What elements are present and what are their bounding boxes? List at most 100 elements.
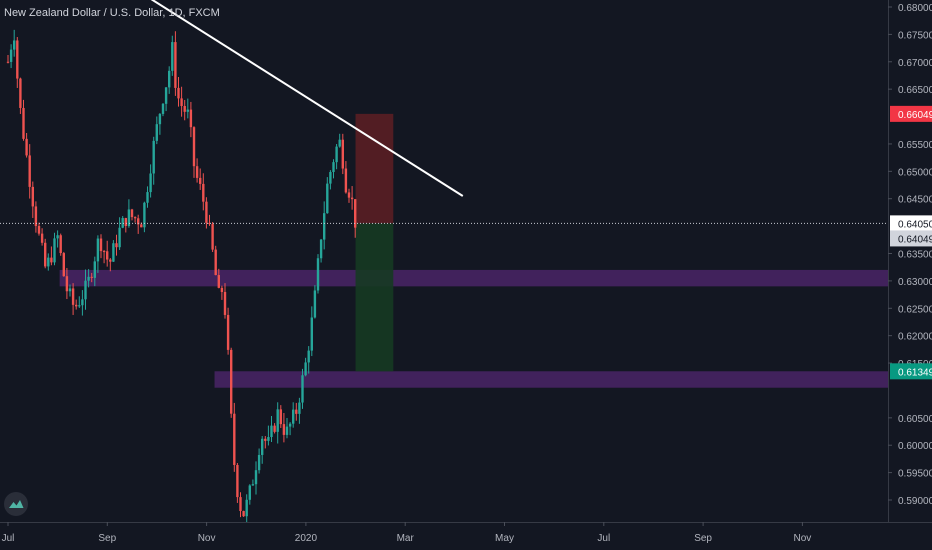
candle-body-65	[208, 222, 211, 225]
x-tick-label-8: Nov	[794, 533, 812, 544]
candle-body-85	[270, 425, 273, 438]
price-tag-label-current: 0.64049	[898, 234, 932, 245]
candle-body-52	[168, 70, 171, 88]
x-tick-label-0: Jul	[2, 533, 15, 544]
candle-body-24	[81, 299, 84, 306]
candle-body-112	[354, 199, 357, 228]
candle-body-21	[71, 288, 75, 305]
candle-body-40	[130, 209, 134, 218]
price-tag-target	[890, 363, 932, 380]
candle-body-23	[78, 305, 81, 307]
candle-body-95	[301, 375, 304, 403]
candle-body-1	[9, 49, 13, 62]
candle-body-45	[146, 192, 149, 203]
candle-body-56	[180, 98, 183, 107]
price-tag-label-stop: 0.66049	[898, 110, 932, 121]
candle-body-0	[6, 61, 10, 63]
candle-body-80	[254, 470, 258, 485]
candle-body-69	[220, 287, 224, 292]
candle-body-26	[87, 276, 90, 281]
candle-body-71	[226, 314, 230, 350]
candle-body-63	[202, 183, 205, 202]
candle-body-15	[53, 238, 56, 263]
candle-body-39	[127, 209, 131, 226]
candle-body-42	[137, 218, 140, 225]
candle-body-88	[279, 409, 282, 425]
candle-body-79	[251, 484, 255, 486]
candle-body-93	[295, 409, 298, 414]
candle-body-59	[189, 109, 193, 128]
candle-body-61	[195, 166, 199, 178]
candle-body-70	[223, 291, 227, 315]
candle-body-31	[102, 251, 106, 253]
candle-body-89	[282, 424, 286, 435]
candle-body-55	[177, 87, 180, 99]
candle-body-54	[174, 42, 177, 88]
candle-body-3	[16, 40, 19, 79]
candle-body-7	[28, 155, 31, 187]
symbol-title: New Zealand Dollar / U.S. Dollar, 1D, FX…	[4, 7, 220, 19]
y-tick-label-14: 0.59500	[898, 469, 932, 480]
tradingview-logo-icon	[4, 492, 28, 516]
y-tick-label-12: 0.60500	[898, 414, 932, 425]
candle-body-13	[47, 257, 50, 267]
take-profit-zone	[355, 223, 394, 372]
candle-body-67	[214, 249, 217, 276]
candle-body-35	[115, 243, 118, 248]
y-tick-label-9: 0.62500	[898, 304, 932, 315]
candle-body-105	[332, 162, 335, 173]
candle-body-108	[341, 139, 344, 169]
candle-body-20	[68, 288, 72, 292]
candle-body-34	[112, 243, 115, 262]
candle-body-50	[161, 103, 165, 114]
candle-body-81	[257, 454, 261, 471]
candle-body-5	[22, 107, 25, 139]
price-tag-current	[890, 230, 932, 247]
candle-body-53	[171, 42, 174, 71]
candle-body-109	[344, 168, 348, 193]
candle-body-104	[329, 172, 332, 184]
candle-body-2	[13, 40, 16, 50]
upper-zone	[59, 269, 889, 287]
candle-body-30	[99, 238, 103, 252]
candle-body-46	[149, 173, 152, 193]
y-tick-label-2: 0.67000	[898, 58, 932, 69]
stop-loss-zone	[355, 113, 394, 224]
candle-body-6	[25, 138, 28, 156]
y-tick-label-5: 0.65000	[898, 167, 932, 178]
candle-body-32	[106, 251, 109, 260]
candle-body-107	[338, 139, 341, 147]
candle-body-82	[261, 438, 264, 455]
x-tick-label-5: May	[495, 533, 514, 544]
candle-body-110	[347, 192, 351, 198]
y-tick-label-10: 0.62000	[898, 332, 932, 343]
candle-body-25	[84, 280, 87, 300]
candle-body-111	[350, 197, 354, 200]
candle-body-91	[288, 423, 292, 427]
candle-body-78	[248, 485, 251, 500]
candle-body-72	[230, 349, 233, 414]
candle-body-12	[44, 242, 47, 267]
candle-body-29	[96, 238, 100, 262]
candle-body-96	[304, 362, 307, 376]
x-tick-label-3: 2020	[295, 533, 318, 544]
candle-body-44	[143, 202, 146, 228]
candle-body-77	[245, 499, 248, 517]
candle-body-28	[93, 261, 96, 278]
logo-mark	[9, 500, 24, 508]
candle-body-8	[31, 186, 34, 207]
candle-body-75	[239, 497, 242, 512]
candle-body-36	[118, 227, 121, 248]
candle-body-4	[19, 78, 22, 108]
candle-body-18	[62, 253, 65, 277]
candle-body-73	[233, 413, 236, 465]
y-tick-label-8: 0.63000	[898, 277, 932, 288]
x-tick-label-7: Sep	[694, 533, 712, 544]
y-tick-label-7: 0.63500	[898, 250, 932, 261]
candle-body-51	[164, 87, 168, 104]
candle-body-27	[90, 276, 93, 278]
candle-body-86	[273, 425, 276, 432]
candle-body-98	[310, 317, 313, 351]
